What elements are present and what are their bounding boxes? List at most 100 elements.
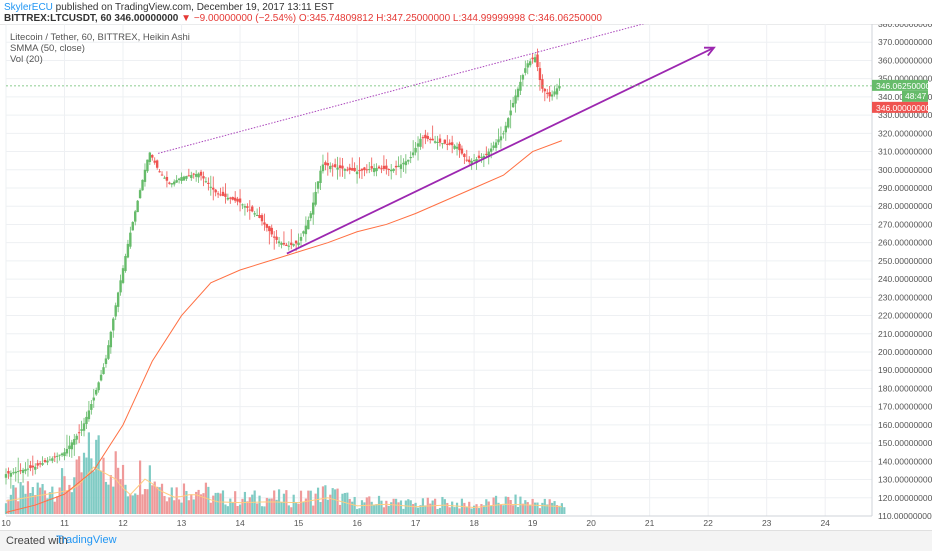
last-price: 346.00000000 [114, 13, 179, 24]
candle-body [424, 134, 427, 139]
candle-body [290, 242, 293, 245]
x-tick-label: 18 [469, 518, 479, 528]
candle-body [321, 164, 325, 172]
candle-body [141, 179, 144, 191]
tradingview-logo[interactable]: TradingView [56, 534, 117, 546]
volume-bar [324, 485, 327, 514]
y-tick-label: 170.00000000 [878, 402, 932, 412]
volume-bar [129, 493, 132, 514]
volume-bar [163, 495, 166, 514]
candle-body [102, 367, 105, 375]
volume-bar [331, 488, 334, 514]
volume-bar [429, 503, 432, 514]
candle-body [302, 231, 305, 234]
volume-bar [51, 486, 54, 514]
candle-body [26, 468, 30, 470]
author-link[interactable]: SkylerECU [4, 2, 53, 13]
candle-body [80, 429, 83, 431]
price-axis: 110.00000000 120.00000000 130.00000000 140.… [871, 24, 932, 521]
y-tick-label: 300.00000000 [878, 165, 932, 175]
candle-body [265, 224, 269, 228]
y-tick-label: 270.00000000 [878, 219, 932, 229]
candle-body [438, 138, 442, 143]
volume-bar [309, 490, 312, 514]
volume-bar [304, 498, 307, 514]
candle-body [514, 95, 517, 104]
volume-bar [187, 500, 190, 514]
candle-body [177, 178, 181, 181]
volume-bar [468, 501, 471, 514]
volume-bar [214, 492, 217, 514]
candle-body [385, 165, 388, 170]
volume-bar [126, 496, 130, 514]
candle-body [414, 147, 417, 153]
publish-info: published on TradingView.com, December 1… [52, 2, 334, 13]
last-value-text: 346.06250000 [876, 81, 931, 91]
candle-body [190, 175, 193, 179]
y-tick-label: 240.00000000 [878, 274, 932, 284]
volume-bar [392, 498, 395, 514]
candle-body [397, 165, 400, 167]
volume-bar [385, 500, 388, 514]
volume-bar [326, 499, 329, 514]
candle-body [419, 138, 422, 147]
candle-body [287, 245, 291, 247]
volume-bar [90, 458, 93, 514]
volume-bar [4, 503, 8, 514]
candle-body [443, 139, 447, 144]
candle-body [448, 142, 451, 145]
y-tick-label: 180.00000000 [878, 383, 932, 393]
volume-bar [260, 506, 264, 514]
candle-body [121, 268, 125, 283]
candle-body [333, 164, 337, 168]
candle-body [202, 176, 205, 179]
volume-bar [156, 486, 159, 514]
smma-line [5, 140, 563, 513]
candle-body [68, 445, 71, 449]
y-tick-label: 120.00000000 [878, 493, 932, 503]
volume-bar [158, 487, 161, 514]
candle-body [377, 166, 381, 169]
volume-bar [95, 439, 98, 514]
volume-bar [19, 482, 22, 514]
volume-bar [238, 504, 242, 514]
candle-body [358, 169, 361, 172]
candle-body [299, 236, 303, 241]
x-tick-label: 24 [820, 518, 830, 528]
candle-body [85, 416, 88, 424]
volume-bar [21, 485, 25, 514]
candle-body [187, 175, 191, 177]
candle-body [326, 163, 330, 166]
candle-body [173, 181, 176, 185]
candle-body [36, 463, 39, 466]
candle-body [536, 54, 539, 68]
candle-body [170, 183, 173, 185]
candle-body [433, 141, 437, 143]
volume-bar [173, 500, 176, 514]
candle-body [153, 160, 156, 163]
candle-body [272, 236, 276, 238]
volume-bar [112, 486, 115, 514]
volume-bar [117, 467, 120, 514]
candle-body [51, 458, 54, 461]
candle-body [482, 156, 486, 159]
candle-body [229, 197, 232, 199]
candle-body [550, 94, 554, 97]
volume-bar [219, 493, 222, 514]
candle-body [175, 180, 178, 183]
candle-body [297, 242, 300, 246]
candle-body [311, 202, 315, 215]
candle-body [119, 280, 122, 293]
volume-bar [382, 507, 385, 514]
price-chart[interactable]: 110.00000000 120.00000000 130.00000000 140.… [0, 24, 932, 530]
volume-bar [265, 497, 268, 514]
volume-bar [56, 496, 59, 514]
y-tick-label: 370.00000000 [878, 37, 932, 47]
volume-bar [280, 502, 283, 514]
volume-bar [558, 505, 561, 514]
volume-bar [516, 506, 520, 514]
candle-body [199, 171, 203, 176]
candle-body [348, 167, 351, 171]
candle-body [160, 174, 164, 176]
candle-body [341, 165, 344, 169]
